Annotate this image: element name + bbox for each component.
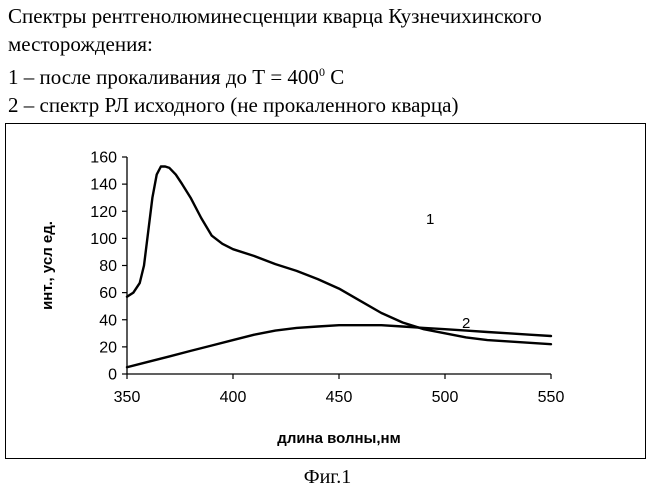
series-1-line: [127, 167, 551, 345]
y-tick-label: 160: [90, 150, 117, 167]
y-tick-label: 20: [99, 339, 117, 356]
y-tick-label: 100: [90, 231, 117, 248]
series-2-line: [127, 325, 551, 367]
series-1-label: 1: [426, 211, 434, 228]
y-tick-label: 60: [99, 285, 117, 302]
y-tick-label: 140: [90, 177, 117, 194]
y-tick-label: 40: [99, 312, 117, 329]
figure-number: Фиг.1: [0, 466, 655, 489]
x-tick-label: 450: [326, 389, 353, 406]
x-tick-label: 350: [114, 389, 141, 406]
x-tick-label: 500: [432, 389, 459, 406]
x-axis-label: длина волны,нм: [277, 430, 400, 447]
series-2-label: 2: [462, 315, 470, 332]
y-tick-label: 0: [108, 367, 117, 384]
x-tick-label: 550: [538, 389, 565, 406]
y-tick-label: 80: [99, 258, 117, 275]
y-tick-label: 120: [90, 204, 117, 221]
y-axis-label: инт., усл ед.: [39, 221, 56, 310]
x-tick-label: 400: [220, 389, 247, 406]
